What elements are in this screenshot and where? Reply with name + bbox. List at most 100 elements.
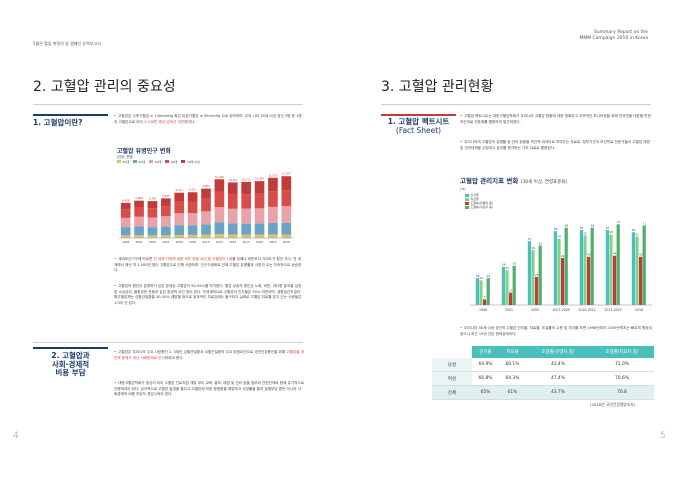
total-label: 6,458 [122,198,130,202]
bar-value-label: 43 [639,253,643,257]
stack-segment [187,192,198,202]
paragraph-factsheet-intro: • 고혈압 팩트시트는 대한고혈압학회가 우리나라 고혈압 현황에 대한 정확하고… [460,114,651,124]
bar-value-label: 53 [539,241,543,245]
bar [605,229,609,305]
stack-segment [174,192,185,202]
bar [512,265,516,305]
stack-segment [214,179,225,192]
bar [561,257,565,305]
paragraph-who: • 세계보건기구에 따르면 전 세계 사망에 대한 모든 위험 요인 중 고혈압이… [114,257,302,273]
stack-segment [201,198,211,212]
stack-segment [227,182,238,195]
total-label: 11,075 [268,173,277,177]
x-tick-label: 2013-2015 [604,308,621,312]
x-tick-label: 2007-2009 [552,308,569,312]
total-label: 10,227 [228,178,237,182]
management-chart-title: 고혈압 관리지표 변화 (30세 이상, 연령표준화) [460,177,568,185]
legend-item: 40대 [133,160,145,164]
stack-segment [241,181,251,195]
section-socioeconomic-heading: 2. 고혈압과 사회·경제적 비용 부담 [51,351,90,377]
total-label: 7,285 [162,194,170,198]
bar [587,256,591,305]
table-cell: 43.7% [525,385,590,400]
bar [509,292,513,305]
table-cell: 70.6% [589,371,654,386]
bar-value-label: 44 [613,252,617,256]
legend-label: 30대 [122,159,130,164]
stack-segment [268,206,278,223]
legend-swatch [117,160,121,164]
bar-value-label: 49 [531,246,535,250]
population-chart-legend: 30대 40대 50대 60대 70대 이상 [117,160,302,164]
table-cell: 43.4% [525,358,590,372]
table-row: 남성 64.9% 60.1% 43.4% 71.0% [432,358,654,372]
bar [639,256,643,305]
stack-segment [227,234,238,238]
table-row-label: 전체 [432,385,472,400]
stack-segment [227,194,238,209]
stack-segment [187,201,198,214]
factsheet-heading-bar [381,114,456,116]
table-cell: 70.8 [589,385,654,400]
legend-swatch [165,160,170,164]
legend-swatch [133,160,138,164]
stack-segment [147,201,158,209]
legend-label: 70대 이상 [186,159,200,164]
legend-swatch [465,205,469,209]
stack-segment [134,226,144,236]
total-label: 8,321 [176,188,184,192]
total-label: 11,357 [282,172,291,176]
legend-item: 치료율 [465,197,493,201]
stack-segment [174,213,185,226]
table-header-cell: 치료율 [498,346,526,358]
bar [527,241,531,305]
stack-segment [134,200,144,208]
stack-segment [174,234,185,238]
stack-segment [281,234,292,238]
legend-label: 40대 [138,159,146,164]
total-label: 6,868 [135,196,143,200]
stack-segment [134,207,144,217]
stack-segment [201,188,211,199]
section-factsheet-heading: 1. 고혈압 팩트시트 (Fact Sheet) [387,117,450,135]
table-cell: 65% [471,385,499,400]
stack-segment [281,190,292,207]
bar [531,250,535,305]
legend-swatch [181,160,186,164]
stack-segment [120,202,131,210]
total-label: 10,311 [242,177,251,181]
stack-segment [254,223,265,235]
stack-segment [161,226,171,236]
table-row-label: 남성 [432,358,472,372]
stack-segment [161,235,171,238]
legend-label: 치료율 [470,197,479,201]
left-title-rule [33,104,303,105]
total-label: 8,413 [189,188,197,192]
table-header-cell [432,346,472,358]
stack-segment [268,191,278,207]
stack-segment [147,235,158,238]
stack-segment [120,209,131,218]
table-header-row: 인지율 치료율 조절률(유병자 중) 조절률(치료자 중) [432,346,654,358]
management-index-chart: 고혈압 관리지표 변화 (30세 이상, 연령표준화) (%) 인지율 치료율 조절… [460,175,656,315]
stack-segment [254,208,265,224]
legend-label: 인지율 [470,193,479,197]
paragraph-causes: • 고혈압의 원인이 분명하지 않은 본태성 고혈압이 90-95%를 차지한다.… [114,284,302,305]
table-cell: 71.0% [589,358,654,372]
stack-segment [134,235,144,238]
legend-label: 조절률(유병자 중) [470,201,494,205]
x-tick-label: 2010 [202,240,209,244]
bar-value-label: 71 [643,221,647,225]
legend-swatch [465,201,469,205]
legend-item: 50대 [149,160,161,164]
bar [616,224,620,305]
x-tick-label: 2001 [136,240,143,244]
bar [483,299,487,305]
stack-segment [254,234,265,238]
table-cell: 64.3% [498,371,526,386]
bar [486,278,490,305]
bar [583,235,587,305]
bar-value-label: 67 [606,226,610,230]
bar [579,229,583,305]
stack-segment [161,216,171,227]
